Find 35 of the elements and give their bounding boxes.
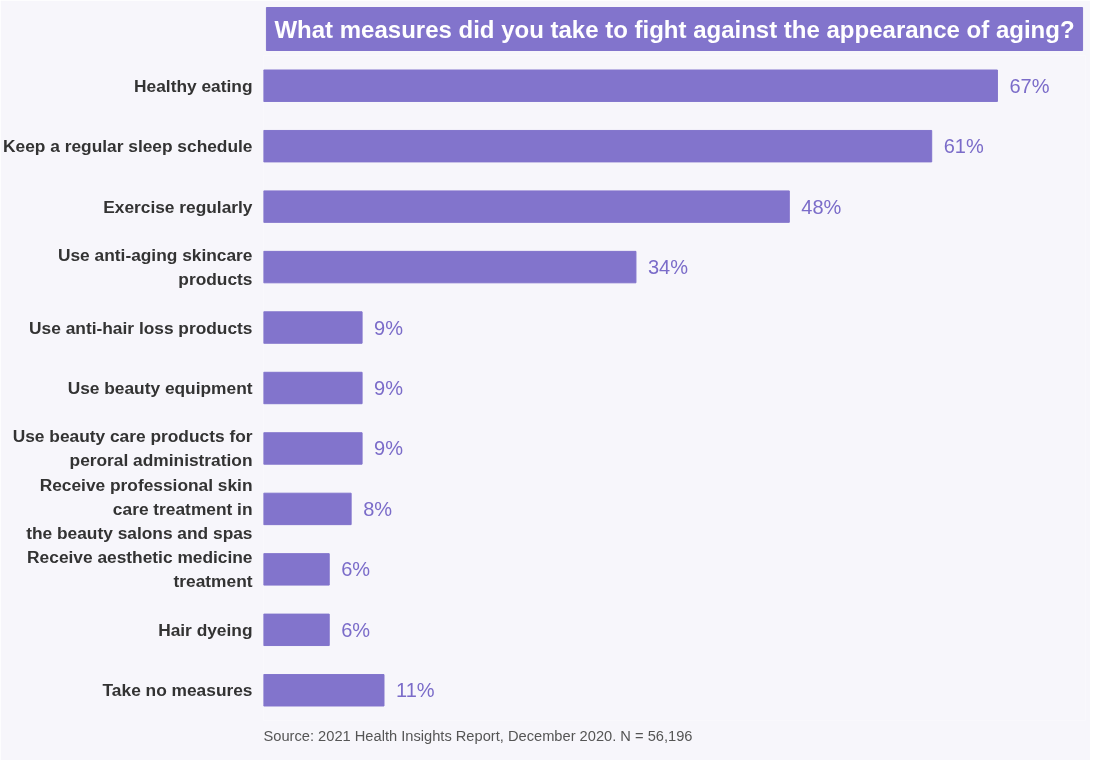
data-label: 48% — [801, 195, 842, 218]
data-label: 61% — [943, 135, 984, 158]
bar — [263, 492, 352, 526]
data-label: 9% — [374, 437, 404, 460]
y-tick-label: Use anti-hair loss products — [29, 317, 253, 338]
y-tick-label: Take no measures — [102, 680, 253, 701]
y-tick-label: Keep a regular sleep schedule — [3, 136, 253, 157]
bar — [263, 129, 933, 163]
bar — [263, 371, 363, 405]
bar — [263, 190, 790, 223]
bar — [263, 674, 385, 707]
data-label: 67% — [1009, 74, 1050, 97]
y-tick-label: Hair dyeing — [158, 619, 253, 640]
chart-title: What measures did you take to fight against the appearance of aging? — [274, 15, 1075, 43]
bar — [263, 553, 330, 586]
y-tick-label: Exercise regularly — [103, 196, 253, 217]
y-tick-label: Receive professional skin care treatment in the beauty salons and spas — [26, 474, 253, 543]
source-note: Source: 2021 Health Insights Report, December 2020. N = 56,196 — [263, 727, 693, 744]
data-label: 11% — [396, 679, 435, 702]
data-label: 6% — [341, 618, 371, 641]
data-label: 9% — [374, 316, 404, 339]
bar — [263, 250, 637, 284]
data-label: 9% — [374, 377, 404, 399]
y-tick-label: Receive aesthetic medicine treatment — [27, 547, 253, 592]
bar — [263, 311, 363, 344]
data-label: 8% — [363, 497, 393, 520]
y-tick-label: Use beauty care products for peroral administration — [12, 426, 253, 471]
y-tick-label: Use anti-aging skincare products — [57, 245, 253, 290]
bar — [263, 613, 330, 647]
y-tick-label: Healthy eating — [134, 75, 253, 96]
bar — [263, 69, 998, 102]
data-label: 6% — [341, 558, 371, 581]
bar — [263, 432, 363, 465]
data-label: 34% — [647, 256, 689, 279]
y-tick-label: Use beauty equipment — [67, 378, 253, 398]
